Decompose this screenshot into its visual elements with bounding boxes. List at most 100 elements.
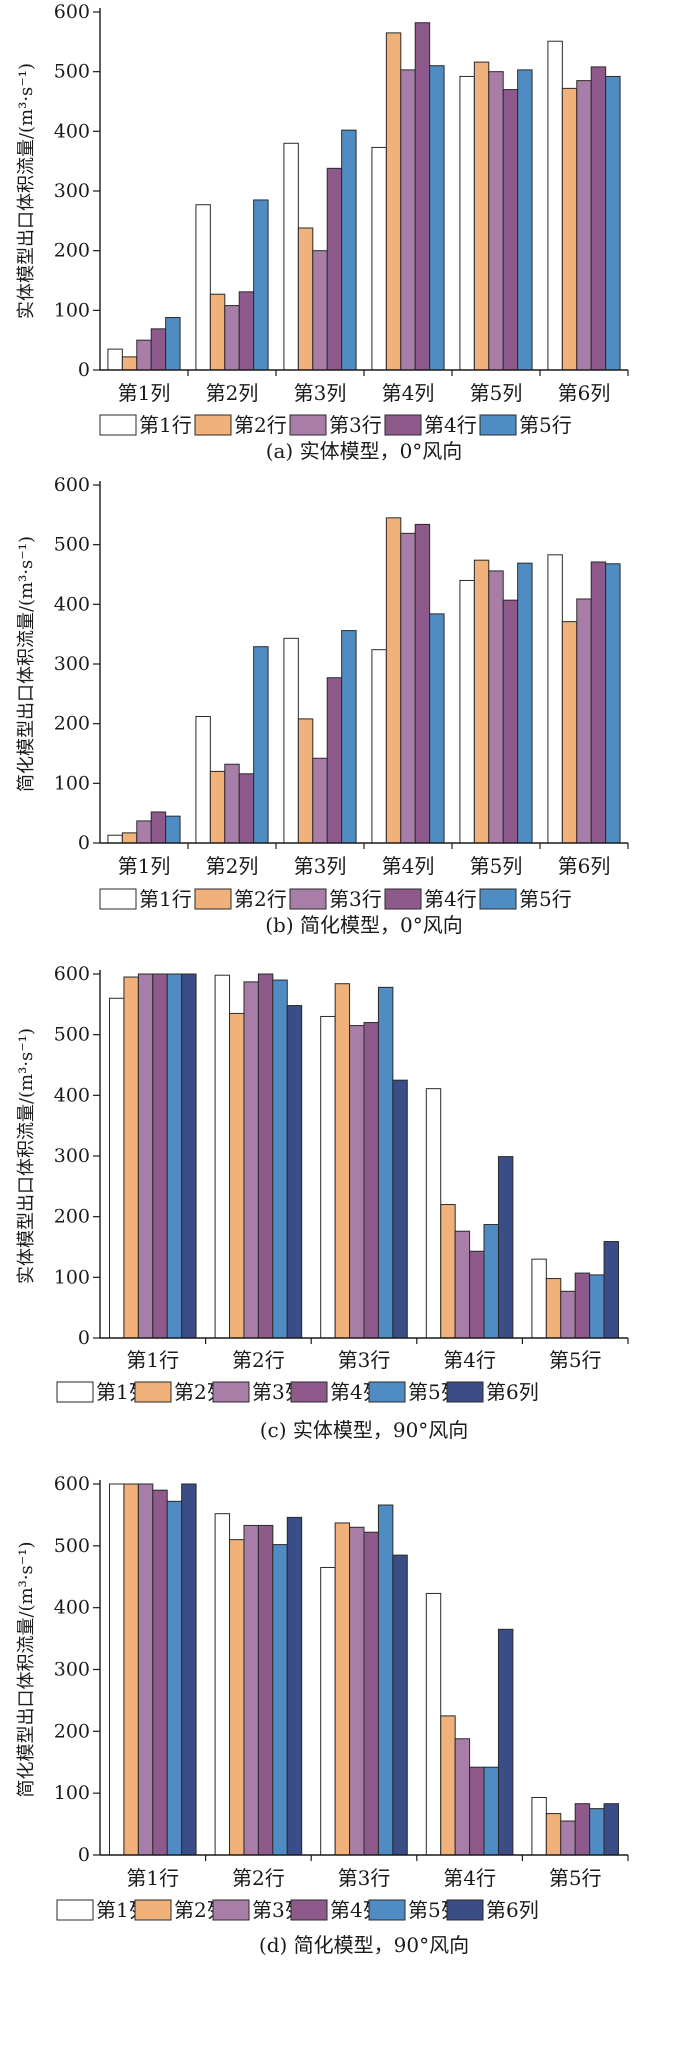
chart-d-y-tick-label: 0 <box>78 1844 90 1866</box>
chart-c-bar-4-3 <box>454 1230 471 1339</box>
chart-b-bar-3-4 <box>326 677 343 844</box>
chart-b-bar-1-4 <box>150 811 167 844</box>
chart-b-legend-label-3: 第3行 <box>329 887 382 911</box>
chart-c-bar-1-3 <box>137 973 154 1339</box>
chart-c-bar-4-5 <box>483 1224 499 1339</box>
chart-b-bar-2-4 <box>238 773 255 844</box>
chart-c-bar-2-5 <box>272 979 288 1339</box>
chart-c-y-tick-label: 600 <box>54 963 90 985</box>
chart-d-bar-3-2 <box>334 1522 351 1856</box>
chart-a-legend-swatch-5 <box>479 414 517 436</box>
chart-c-legend: 第1列 第2列 第3列 第4列 第5列 第6列 <box>56 1380 539 1404</box>
chart-b-bar-1-3 <box>136 820 152 844</box>
chart-a-bar-1-5 <box>165 316 181 371</box>
chart-d-bar-2-3 <box>243 1524 259 1856</box>
chart-a-bar-6-1 <box>547 40 563 371</box>
chart-a-y-tick-label: 200 <box>54 240 90 262</box>
chart-c-category-label: 第5行 <box>549 1348 602 1372</box>
chart-d-y-tick-label: 200 <box>54 1720 90 1742</box>
chart-b-category-label: 第3列 <box>294 854 347 878</box>
chart-a-legend-label-5: 第5行 <box>519 413 572 437</box>
chart-a-y-tick-label: 500 <box>54 61 90 83</box>
chart-a-legend: 第1行 第2行 第3行 第4行 第5行 <box>99 413 572 437</box>
chart-c-plot-area: 0 100 200 300 400 500 600 第1行 第2行 第3行 第4行 第5行 <box>54 963 629 1372</box>
chart-a-category-label: 第4列 <box>382 381 435 405</box>
chart-d-bar-4-2 <box>440 1715 456 1856</box>
chart-c-y-tick-label: 200 <box>54 1206 90 1228</box>
chart-a-legend-swatch-1 <box>99 414 137 436</box>
chart-c-y-tick-label: 400 <box>54 1084 90 1106</box>
chart-d-bar-1-4 <box>152 1489 168 1856</box>
chart-b-category-label: 第5列 <box>470 854 523 878</box>
chart-panel-c: 0 100 200 300 400 500 600 第1行 第2行 第3行 第4行 第5行 实体模型出口… <box>0 960 700 1470</box>
chart-b-legend-label-5: 第5行 <box>519 887 572 911</box>
chart-a-svg: 0 100 200 300 400 500 600 第1列 第2列 第3列 第4列 第5列 第6列 实体模… <box>16 1 629 463</box>
chart-d-bar-3-1 <box>320 1566 336 1856</box>
chart-c-bar-2-1 <box>214 974 231 1339</box>
chart-c-bar-4-6 <box>497 1156 514 1339</box>
chart-b-bar-4-5 <box>429 613 445 844</box>
chart-d-category-label: 第5行 <box>549 1866 602 1890</box>
chart-d-bar-1-3 <box>137 1483 154 1856</box>
chart-b-legend-swatch-3 <box>289 888 327 910</box>
chart-a-bar-3-3 <box>312 250 328 371</box>
chart-b-legend-swatch-2 <box>194 888 232 910</box>
chart-b-legend: 第1行 第2行 第3行 第4行 第5行 <box>99 887 572 911</box>
chart-a-bar-3-5 <box>341 129 357 371</box>
chart-c-bar-1-5 <box>166 973 183 1339</box>
chart-a-y-tick-label: 100 <box>54 299 90 321</box>
chart-b-bar-2-5 <box>253 646 269 844</box>
chart-a-bar-5-5 <box>517 69 533 371</box>
chart-d-bar-3-3 <box>349 1526 365 1856</box>
chart-a-bar-6-5 <box>605 75 621 371</box>
chart-d-bar-3-5 <box>377 1504 394 1856</box>
chart-a-bar-5-2 <box>473 61 490 371</box>
chart-d-plot-area: 0 100 200 300 400 500 600 第1行 第2行 第3行 第4行 第5行 <box>54 1473 629 1890</box>
chart-c-bar-5-5 <box>589 1274 605 1339</box>
chart-b-category-label: 第6列 <box>558 854 611 878</box>
chart-d-y-tick-label: 300 <box>54 1659 90 1681</box>
chart-a-bar-1-1 <box>107 348 123 371</box>
chart-b-bar-4-2 <box>385 517 402 844</box>
chart-c-bar-5-3 <box>560 1290 576 1339</box>
chart-c-bar-1-1 <box>109 997 125 1339</box>
chart-a-bar-4-2 <box>385 32 402 371</box>
chart-d-bar-2-5 <box>272 1544 288 1856</box>
chart-c-bar-3-1 <box>320 1015 336 1339</box>
chart-a-bar-4-3 <box>400 69 416 371</box>
chart-b-bar-6-2 <box>561 621 578 844</box>
chart-b-bar-3-2 <box>297 718 314 844</box>
chart-a-legend-label-3: 第3行 <box>329 413 382 437</box>
chart-a-bar-3-2 <box>297 227 314 371</box>
chart-b-bar-5-1 <box>459 579 475 844</box>
chart-b-y-axis-label: 简化模型出口体积流量/(m³·s⁻¹) <box>16 536 37 792</box>
chart-b-bar-4-3 <box>400 532 416 844</box>
chart-b-caption: (b) 简化模型，0°风向 <box>265 913 463 937</box>
chart-b-legend-label-4: 第4行 <box>424 887 477 911</box>
chart-a-bar-2-1 <box>195 204 211 371</box>
chart-d-bar-4-1 <box>425 1592 442 1856</box>
chart-c-bar-3-3 <box>349 1025 365 1339</box>
chart-a-legend-swatch-4 <box>384 414 422 436</box>
chart-d-y-tick-label: 400 <box>54 1597 90 1619</box>
chart-b-bar-1-5 <box>165 815 181 844</box>
chart-d-bar-2-6 <box>286 1516 303 1856</box>
chart-a-category-label: 第6列 <box>558 381 611 405</box>
chart-a-bar-4-5 <box>429 65 445 371</box>
chart-d-legend-swatch-4 <box>290 1899 328 1921</box>
chart-b-bar-5-2 <box>473 559 490 844</box>
chart-d-category-label: 第3行 <box>338 1866 391 1890</box>
chart-d-bar-5-3 <box>560 1820 576 1856</box>
chart-a-y-tick-label: 300 <box>54 180 90 202</box>
chart-b-bar-5-4 <box>502 599 519 844</box>
chart-d-bar-4-6 <box>497 1628 514 1856</box>
chart-b-legend-label-2: 第2行 <box>234 887 287 911</box>
chart-b-legend-swatch-1 <box>99 888 137 910</box>
chart-c-bar-5-1 <box>531 1258 547 1339</box>
chart-c-bar-4-1 <box>425 1088 442 1339</box>
chart-c-bar-4-2 <box>440 1204 456 1339</box>
chart-c-bar-3-4 <box>363 1022 379 1339</box>
chart-c-y-tick-label: 300 <box>54 1145 90 1167</box>
chart-c-bar-1-4 <box>152 973 168 1339</box>
chart-c-bar-1-2 <box>123 976 139 1339</box>
